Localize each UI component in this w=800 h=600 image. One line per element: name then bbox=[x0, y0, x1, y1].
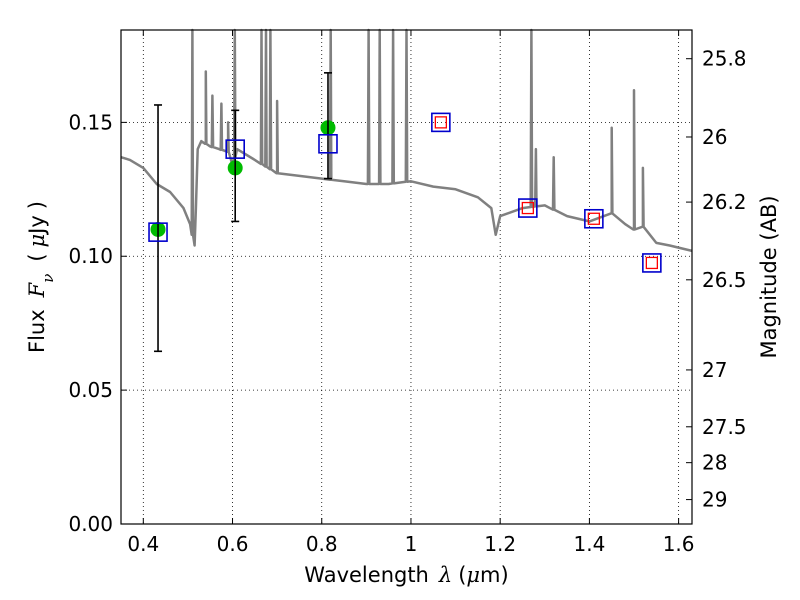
x-tick-label: 1.4 bbox=[573, 532, 605, 556]
y2-tick-label: 26.2 bbox=[702, 190, 747, 214]
model-flux-square bbox=[584, 208, 604, 229]
y-axis-label-symbol: F bbox=[25, 281, 49, 298]
x-axis-label-text: Wavelength bbox=[304, 563, 429, 587]
x-tick-label: 1.6 bbox=[663, 532, 695, 556]
upper-limit-square bbox=[521, 201, 534, 215]
x-axis-label-unit-open: ( bbox=[458, 563, 466, 587]
model-flux-square bbox=[318, 133, 338, 154]
y2-tick-label: 25.8 bbox=[702, 47, 747, 71]
axis-ticks: 0.4 0.6 0.8 1 1.2 1.4 1.6 0.00 0.05 0.10 0.15 25.8 2… bbox=[68, 30, 747, 556]
x-axis-label-unit-mu: μ bbox=[466, 563, 480, 587]
model-flux-square bbox=[148, 222, 168, 242]
y2-tick-label: 28 bbox=[702, 451, 727, 475]
upper-limit-square bbox=[645, 256, 659, 270]
y2-axis-label: Magnitude (AB) bbox=[757, 195, 781, 358]
spectrum-line bbox=[120, 28, 693, 253]
y2-tick-label: 26 bbox=[702, 125, 727, 149]
y-tick-label: 0.05 bbox=[68, 378, 113, 402]
x-axis-label-symbol: λ bbox=[438, 563, 452, 587]
model-flux-square bbox=[431, 112, 451, 133]
y-tick-label: 0.15 bbox=[68, 110, 113, 134]
y-tick-label: 0.00 bbox=[68, 512, 113, 536]
y2-tick-label: 29 bbox=[702, 488, 727, 512]
y-axis-label: Flux Fν ( μJy) bbox=[25, 201, 57, 353]
y2-tick-label: 27 bbox=[702, 358, 727, 382]
y-axis-label-unit-mu: μ bbox=[25, 234, 49, 248]
model-flux-square bbox=[518, 198, 538, 218]
y-axis-label-text: Flux bbox=[25, 309, 49, 353]
x-tick-label: 0.4 bbox=[127, 532, 159, 556]
upper-limit-square bbox=[434, 116, 447, 129]
y2-tick-label: 27.5 bbox=[702, 415, 747, 439]
y2-tick-label: 26.5 bbox=[702, 268, 747, 292]
y-axis-label-unit-rest: Jy bbox=[25, 215, 49, 236]
data-points bbox=[148, 72, 662, 353]
model-flux-square bbox=[225, 139, 245, 159]
y-axis-label-unit-close: ) bbox=[25, 201, 49, 209]
y-axis-label-subscript: ν bbox=[39, 274, 57, 283]
y-tick-label: 0.10 bbox=[68, 244, 113, 268]
x-tick-label: 0.8 bbox=[306, 532, 338, 556]
x-axis-label-unit-rest: m) bbox=[480, 563, 509, 587]
x-tick-label: 0.6 bbox=[217, 532, 249, 556]
model-spectrum bbox=[120, 28, 693, 253]
x-tick-label: 1 bbox=[405, 532, 418, 556]
y-axis-label-unit-open: ( bbox=[25, 253, 49, 261]
x-tick-label: 1.2 bbox=[484, 532, 516, 556]
upper-limit-square bbox=[587, 212, 601, 225]
x-axis-label: Wavelength λ (μm) bbox=[304, 563, 508, 587]
plot-frame bbox=[120, 29, 693, 525]
model-flux-square bbox=[642, 253, 662, 273]
